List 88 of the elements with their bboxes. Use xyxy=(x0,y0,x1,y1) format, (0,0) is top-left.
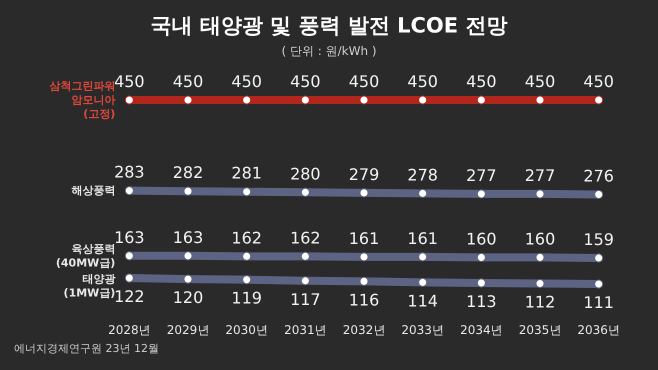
point xyxy=(242,96,252,104)
x-tick-label: 2032년 xyxy=(342,323,386,337)
point xyxy=(184,186,192,196)
series-label: 삼척그린파워 암모니아 (고정) xyxy=(49,80,116,120)
point xyxy=(184,274,192,284)
data-label: 162 xyxy=(231,228,262,248)
point xyxy=(124,274,134,283)
data-label: 450 xyxy=(524,72,556,91)
x-tick-label: 2028년 xyxy=(108,323,151,337)
data-label: 450 xyxy=(348,72,380,91)
point xyxy=(242,275,252,284)
data-label: 116 xyxy=(348,290,380,310)
data-label: 162 xyxy=(290,228,321,248)
series-label: 육상풍력 (40MW급) xyxy=(56,242,116,270)
point xyxy=(300,276,310,286)
data-label: 450 xyxy=(172,72,204,91)
data-label: 450 xyxy=(466,72,497,91)
data-label: 117 xyxy=(290,290,321,309)
data-label: 114 xyxy=(407,291,438,310)
point xyxy=(360,276,368,286)
data-label: 112 xyxy=(524,292,556,312)
point xyxy=(418,252,428,262)
data-label: 450 xyxy=(583,72,614,91)
data-label: 277 xyxy=(524,166,556,185)
point xyxy=(360,252,368,262)
data-label: 113 xyxy=(466,292,497,311)
point xyxy=(300,96,310,104)
point xyxy=(594,280,604,289)
chart-title: 국내 태양광 및 풍력 발전 LCOE 전망 xyxy=(150,14,508,38)
point xyxy=(594,96,604,104)
data-label: 120 xyxy=(172,288,204,308)
x-tick-label: 2036년 xyxy=(577,323,620,337)
series-label: 해상풍력 xyxy=(71,184,116,198)
x-tick-label: 2030년 xyxy=(225,323,268,337)
data-label: 161 xyxy=(348,228,380,248)
point xyxy=(418,278,428,287)
point xyxy=(418,96,428,104)
x-tick-label: 2035년 xyxy=(518,323,562,337)
point xyxy=(536,189,544,198)
point xyxy=(242,252,252,261)
point xyxy=(536,252,544,262)
data-label: 159 xyxy=(583,230,614,249)
data-label: 160 xyxy=(524,229,556,248)
data-label: 160 xyxy=(466,229,497,248)
x-tick-label: 2033년 xyxy=(401,323,444,337)
data-label: 450 xyxy=(407,72,438,91)
data-label: 283 xyxy=(114,162,145,182)
point xyxy=(300,188,310,197)
chart-subtitle: ( 단위 : 원/kWh ) xyxy=(281,44,377,58)
data-label: 119 xyxy=(231,288,262,308)
point xyxy=(536,278,544,288)
point xyxy=(124,186,134,196)
data-label: 450 xyxy=(231,72,262,91)
data-label: 280 xyxy=(290,164,321,184)
point xyxy=(124,96,134,104)
point xyxy=(300,252,310,261)
point xyxy=(360,96,368,104)
data-label: 122 xyxy=(114,287,145,306)
data-label: 277 xyxy=(466,166,497,185)
data-label: 161 xyxy=(407,228,438,248)
data-label: 450 xyxy=(114,72,145,91)
point xyxy=(476,189,486,198)
x-tick-label: 2034년 xyxy=(460,323,503,337)
point xyxy=(594,253,604,262)
data-label: 450 xyxy=(290,72,321,91)
x-tick-label: 2029년 xyxy=(166,323,210,337)
data-label: 278 xyxy=(407,165,438,184)
point xyxy=(536,96,544,104)
point xyxy=(418,188,428,198)
x-tick-label: 2031년 xyxy=(284,323,327,337)
text: 에너지경제연구원 23년 12월 xyxy=(14,342,159,355)
point xyxy=(184,251,192,260)
point xyxy=(360,188,368,198)
point xyxy=(242,187,252,196)
data-label: 281 xyxy=(231,164,262,183)
point xyxy=(476,278,486,288)
data-label: 279 xyxy=(348,164,380,184)
data-label: 282 xyxy=(172,163,204,182)
point xyxy=(476,96,486,104)
data-label: 163 xyxy=(114,228,145,247)
point xyxy=(184,96,192,104)
data-label: 111 xyxy=(583,293,614,312)
point xyxy=(476,252,486,262)
series-label: 태양광 (1MW급) xyxy=(64,272,116,300)
point xyxy=(124,251,134,260)
data-label: 276 xyxy=(583,166,614,186)
point xyxy=(594,190,604,199)
data-label: 163 xyxy=(172,228,204,247)
